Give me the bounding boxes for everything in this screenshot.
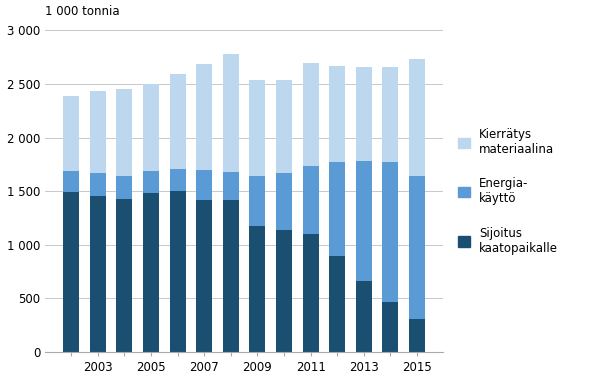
- Bar: [90, 173, 106, 195]
- Bar: [90, 195, 106, 352]
- Bar: [223, 172, 239, 200]
- Bar: [409, 176, 425, 319]
- Bar: [303, 62, 319, 165]
- Bar: [249, 176, 265, 226]
- Bar: [409, 59, 425, 176]
- Bar: [196, 170, 212, 200]
- Bar: [276, 230, 292, 352]
- Bar: [276, 80, 292, 173]
- Bar: [63, 192, 80, 352]
- Bar: [196, 64, 212, 170]
- Bar: [249, 80, 265, 176]
- Bar: [356, 161, 372, 281]
- Bar: [382, 302, 398, 352]
- Bar: [117, 199, 132, 352]
- Bar: [276, 173, 292, 230]
- Bar: [170, 191, 186, 352]
- Bar: [117, 90, 132, 176]
- Bar: [63, 171, 80, 192]
- Bar: [90, 91, 106, 173]
- Text: 1 000 tonnia: 1 000 tonnia: [45, 5, 120, 18]
- Bar: [249, 226, 265, 352]
- Bar: [382, 67, 398, 162]
- Bar: [382, 162, 398, 302]
- Bar: [143, 194, 159, 352]
- Bar: [329, 66, 345, 162]
- Bar: [63, 96, 80, 171]
- Bar: [303, 165, 319, 234]
- Bar: [303, 234, 319, 352]
- Bar: [223, 200, 239, 352]
- Bar: [143, 84, 159, 171]
- Bar: [356, 281, 372, 352]
- Bar: [143, 171, 159, 194]
- Legend: Kierrätys
materiaalina, Energia-
käyttö, Sijoitus
kaatopaikalle: Kierrätys materiaalina, Energia- käyttö,…: [453, 123, 563, 259]
- Bar: [329, 256, 345, 352]
- Bar: [223, 54, 239, 172]
- Bar: [409, 319, 425, 352]
- Bar: [196, 200, 212, 352]
- Bar: [170, 169, 186, 191]
- Bar: [329, 162, 345, 256]
- Bar: [117, 176, 132, 199]
- Bar: [170, 74, 186, 169]
- Bar: [356, 67, 372, 161]
